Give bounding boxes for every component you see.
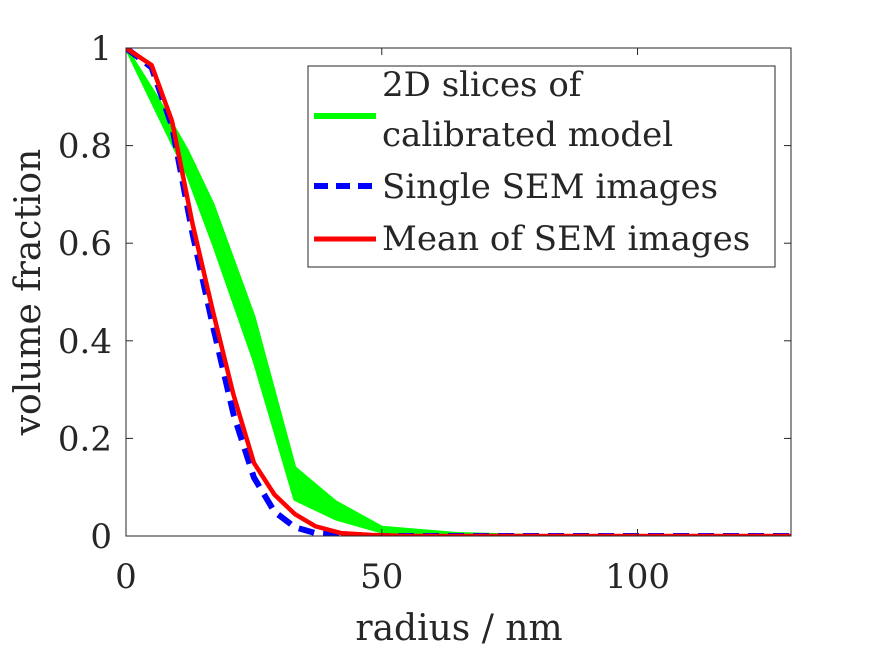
y-axis-label: volume fraction <box>8 149 49 437</box>
y-tick-label: 0 <box>90 517 112 557</box>
y-tick-label: 0.2 <box>58 419 112 459</box>
y-tick-label: 0.4 <box>58 322 112 362</box>
legend: 2D slices of calibrated model Single SEM… <box>307 65 776 268</box>
x-tick-label: 50 <box>360 557 403 597</box>
series-line-single-sem <box>126 48 791 536</box>
series-band-slices <box>126 48 791 536</box>
legend-label-slices-line2: calibrated model <box>382 115 673 155</box>
axes-box <box>125 47 792 537</box>
legend-label-mean-sem: Mean of SEM images <box>382 219 750 259</box>
legend-box <box>307 65 776 268</box>
x-axis-label: radius / nm <box>355 608 562 649</box>
legend-label-single-sem: Single SEM images <box>382 167 718 207</box>
x-tick-label: 100 <box>605 557 670 597</box>
x-tick-label: 0 <box>115 557 137 597</box>
y-tick-label: 0.6 <box>58 224 112 264</box>
legend-label-slices-line1: 2D slices of <box>382 65 584 105</box>
series-line-mean-sem <box>126 48 791 536</box>
y-tick-label: 1 <box>90 29 112 69</box>
y-tick-label: 0.8 <box>58 127 112 167</box>
